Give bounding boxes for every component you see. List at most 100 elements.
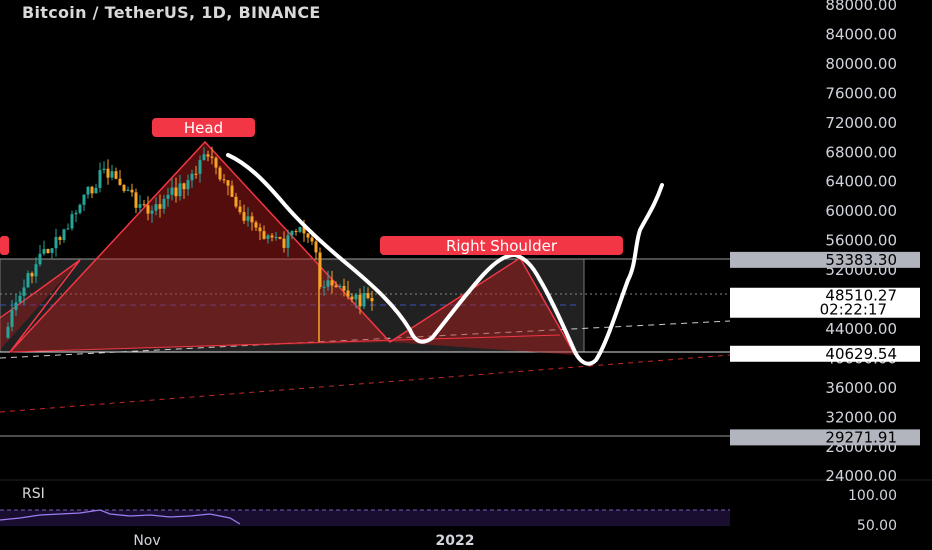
candle-body [222,179,226,181]
candle-body [342,286,346,291]
candle-body [310,237,314,242]
candle-body [242,212,246,221]
y-tick-label: 44000.00 [825,320,897,338]
price-tag-value: 29271.91 [825,428,897,446]
candle-body [34,264,38,277]
rsi-tick-100: 100.00 [848,488,897,504]
candle-body [274,237,278,239]
candle-body [230,185,234,197]
head-fill [10,142,390,352]
candle-body [294,231,298,233]
candle-body [30,273,34,277]
candle-body [226,180,230,186]
rsi-label: RSI [22,486,45,502]
candle-body [78,204,82,213]
y-tick-label: 36000.00 [825,379,897,397]
candle-body [306,233,310,238]
hand-drawn-projection [226,153,664,366]
candle-body [54,237,58,249]
neckline-trend [0,320,731,359]
x-tick-2022: 2022 [436,533,475,549]
candle-body [186,180,190,190]
candle-body [210,156,214,158]
candle-body [42,248,46,254]
rsi-tick-50: 50.00 [857,518,897,534]
candle-body [254,222,258,228]
y-tick-label: 32000.00 [825,408,897,426]
price-tag-box [730,345,920,362]
candle-body [18,295,22,303]
candle-body [26,273,30,288]
candle-body [318,252,322,287]
rsi-line [0,509,241,525]
y-tick-label: 72000.00 [825,114,897,132]
candle-body [114,171,118,179]
candle-body [102,168,106,171]
candle-body [246,216,250,221]
candle-body [94,187,98,194]
candle-body [238,206,242,213]
candle-body [350,296,354,300]
y-tick-label: 88000.00 [825,0,897,14]
candle-body [82,194,86,205]
candle-body [334,285,338,288]
candle-body [362,293,366,307]
candle-body [270,235,274,238]
candle-body [170,187,174,195]
candle-body [278,237,282,239]
price-tag-box [730,287,920,318]
candle-body [174,187,178,197]
candle-body [206,154,210,157]
candle-body [150,210,154,214]
candle-body [266,235,270,239]
y-tick-label: 60000.00 [825,202,897,220]
y-tick-label: 56000.00 [825,232,897,250]
candle-body [262,231,266,239]
candle-body [70,214,74,229]
candle-body [354,294,358,300]
candle-body [358,294,362,307]
candle-body [218,167,222,180]
price-tag-box [730,251,920,268]
candle-body [126,189,130,191]
y-tick-label: 64000.00 [825,173,897,191]
candle-body [22,287,26,296]
candle-body [86,186,90,195]
candle-body [366,293,370,299]
candle-body [190,173,194,181]
price-tag-value: 53383.30 [825,251,897,269]
candle-body [122,184,126,191]
candle-body [322,286,326,288]
x-tick-nov: Nov [133,533,160,549]
right-shoulder-label: Right Shoulder [380,236,623,255]
candles [6,146,374,342]
candle-body [234,196,238,207]
head-label: Head [152,118,255,137]
left-shoulder-fill [0,260,80,350]
price-tag-box [730,429,920,446]
candle-body [214,157,218,168]
candle-body [202,154,206,161]
candle-body [142,204,146,206]
candle-body [134,192,138,208]
candle-body [138,204,142,208]
candle-body [166,194,170,199]
candle-body [10,309,14,327]
candle-body [338,286,342,288]
candle-body [198,160,202,174]
candle-body [50,248,54,253]
price-axis[interactable]: 88000.00 84000.00 80000.00 76000.00 72000.00… [825,0,897,485]
candle-body [110,171,114,178]
candle-body [118,178,122,185]
candle-body [282,238,286,248]
candle-body [98,170,102,188]
support-trend [0,354,731,413]
candle-body [290,231,294,236]
candle-body [162,198,166,209]
chart-title: Bitcoin / TetherUS, 1D, BINANCE [22,3,321,22]
candle-body [74,212,78,215]
candle-body [130,189,134,193]
candle-body [302,227,306,234]
